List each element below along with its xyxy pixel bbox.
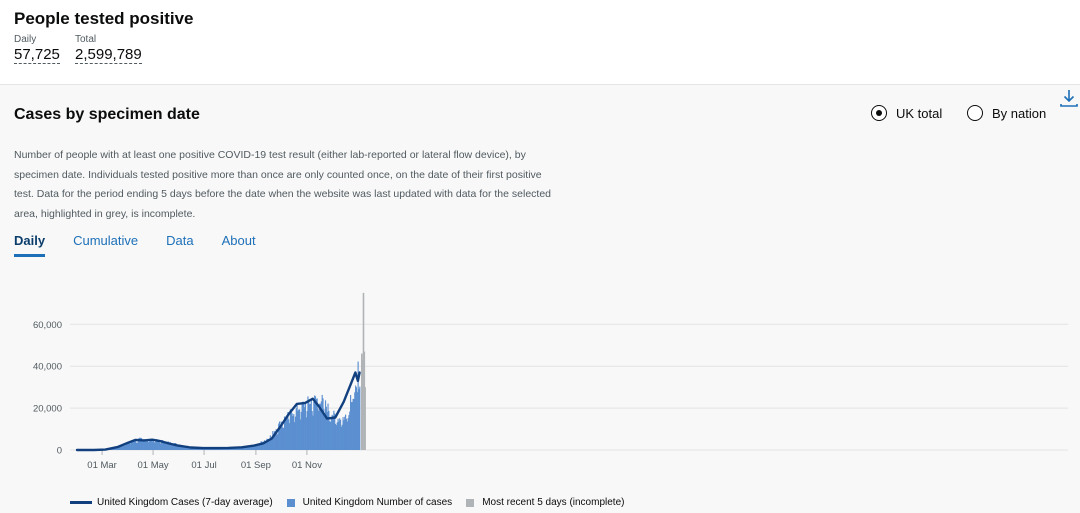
y-tick-label: 60,000 (33, 320, 62, 331)
y-tick-label: 0 (57, 446, 62, 457)
headline-title: People tested positive (14, 9, 194, 29)
legend-average-label: United Kingdom Cases (7-day average) (97, 497, 273, 508)
total-metric[interactable]: Total 2,599,789 (75, 34, 142, 64)
legend-line-swatch (70, 501, 92, 504)
chart-legend: United Kingdom Cases (7-day average) Uni… (70, 497, 638, 508)
x-tick-label: 01 May (137, 460, 168, 471)
total-label: Total (75, 34, 142, 45)
legend-cases: United Kingdom Number of cases (287, 497, 453, 508)
legend-average: United Kingdom Cases (7-day average) (70, 497, 273, 508)
legend-incomplete-label: Most recent 5 days (incomplete) (482, 497, 624, 508)
daily-label: Daily (14, 34, 60, 45)
x-tick-label: 01 Mar (87, 460, 117, 471)
total-value[interactable]: 2,599,789 (75, 46, 142, 64)
incomplete-bar (364, 387, 366, 450)
headline-section: People tested positive Daily 57,725 Tota… (0, 0, 1080, 84)
daily-case-bar (359, 387, 360, 450)
cases-card: Cases by specimen date UK total By natio… (0, 84, 1080, 513)
cases-chart: 0 20,000 40,000 60,000 01 Mar 01 May 01 Jul 01 … (0, 85, 1080, 513)
legend-bar-swatch (287, 499, 295, 507)
y-tick-label: 40,000 (33, 362, 62, 373)
legend-incomplete-swatch (466, 499, 474, 507)
legend-cases-label: United Kingdom Number of cases (303, 497, 453, 508)
x-tick-label: 01 Jul (191, 460, 216, 471)
legend-incomplete: Most recent 5 days (incomplete) (466, 497, 624, 508)
daily-value[interactable]: 57,725 (14, 46, 60, 64)
y-tick-label: 20,000 (33, 404, 62, 415)
daily-metric[interactable]: Daily 57,725 (14, 34, 60, 64)
x-tick-label: 01 Nov (292, 460, 322, 471)
x-tick-label: 01 Sep (241, 460, 271, 471)
